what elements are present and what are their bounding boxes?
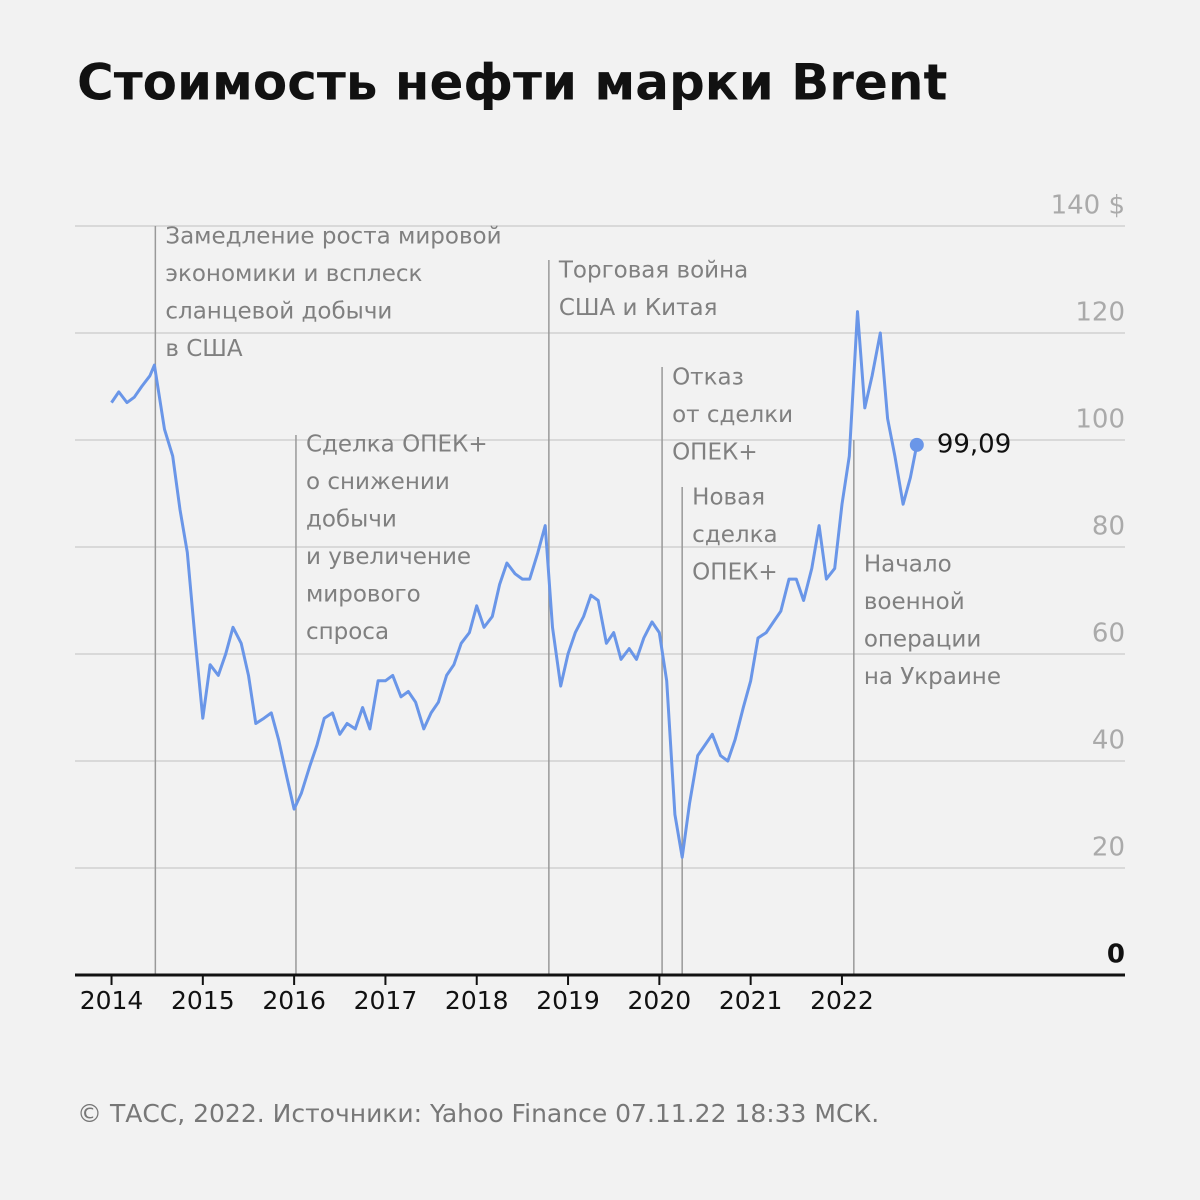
last-value-label: 99,09 <box>937 429 1011 459</box>
annotation-text: Сделка ОПЕК+ <box>306 432 488 458</box>
y-tick-label: 40 <box>1092 726 1125 756</box>
annotation-text: добычи <box>306 507 397 533</box>
y-tick-label: 60 <box>1092 619 1125 649</box>
annotation-text: США и Китая <box>559 295 718 321</box>
annotation-text: мирового <box>306 582 421 608</box>
annotation-text: и увеличение <box>306 544 471 570</box>
y-tick-label: 0 <box>1107 940 1125 970</box>
x-tick-label: 2015 <box>171 986 235 1015</box>
annotation-text: операции <box>864 627 982 653</box>
x-tick-label: 2020 <box>628 986 692 1015</box>
y-tick-label: 120 <box>1075 298 1125 328</box>
x-tick-label: 2016 <box>262 986 326 1015</box>
footer: © ТАСС, 2022. Источники: Yahoo Finance 0… <box>77 1099 879 1128</box>
x-tick-label: 2014 <box>80 986 144 1015</box>
chart-title: Стоимость нефти марки Brent <box>77 54 947 112</box>
x-tick-label: 2022 <box>810 986 874 1015</box>
annotation-text: ОПЕК+ <box>672 440 758 466</box>
annotation-text: Замедление роста мировой <box>165 224 501 250</box>
annotation-text: в США <box>165 336 243 362</box>
annotation-text: Торговая война <box>558 258 748 284</box>
annotation-text: военной <box>864 589 965 615</box>
annotation-text: Начало <box>864 552 952 578</box>
annotation-text: сделка <box>692 522 777 548</box>
y-tick-label: 140 $ <box>1051 191 1125 221</box>
y-tick-label: 80 <box>1092 512 1125 542</box>
annotation-text: ОПЕК+ <box>692 560 778 586</box>
annotation-text: о снижении <box>306 469 450 495</box>
annotation-text: Новая <box>692 485 765 511</box>
y-tick-label: 20 <box>1092 833 1125 863</box>
last-point <box>909 437 924 452</box>
x-tick-label: 2018 <box>445 986 509 1015</box>
annotation-text: от сделки <box>672 402 793 428</box>
annotation-text: сланцевой добычи <box>165 299 392 325</box>
annotation-text: экономики и всплеск <box>165 261 422 287</box>
annotation-text: Отказ <box>672 365 744 391</box>
annotation-text: спроса <box>306 619 389 645</box>
line-series <box>110 310 919 859</box>
x-tick-label: 2017 <box>354 986 418 1015</box>
y-tick-label: 100 <box>1075 405 1125 435</box>
x-tick-label: 2021 <box>719 986 783 1015</box>
x-tick-label: 2019 <box>536 986 600 1015</box>
annotation-text: на Украине <box>864 664 1001 690</box>
